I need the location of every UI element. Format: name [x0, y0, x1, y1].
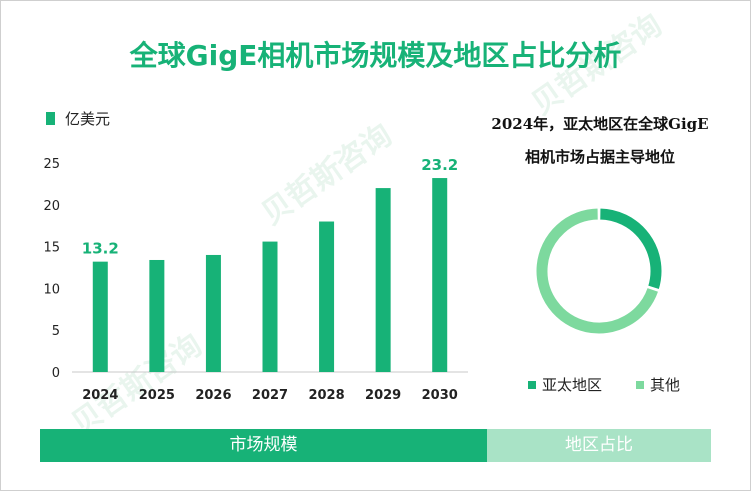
y-tick-label: 20	[43, 199, 60, 214]
donut-slice-0	[599, 207, 663, 291]
pie-title-line2: 相机市场占据主导地位	[524, 148, 675, 166]
x-tick-label: 2030	[422, 388, 458, 403]
data-label: 13.2	[82, 240, 119, 258]
bar-2030	[432, 178, 448, 372]
bar-2026	[205, 254, 221, 372]
pie-legend-label: 亚太地区	[542, 376, 603, 394]
y-tick-label: 5	[52, 324, 60, 339]
bar-2024	[92, 261, 108, 372]
pie-legend-item-apac: 亚太地区	[528, 374, 602, 395]
x-tick-label: 2026	[195, 388, 231, 403]
x-tick-label: 2025	[139, 388, 175, 403]
y-tick-label: 0	[52, 366, 60, 381]
bar-2027	[262, 241, 278, 372]
x-tick-label: 2028	[308, 388, 344, 403]
pie-legend-item-other: 其他	[636, 374, 680, 395]
data-label: 23.2	[421, 156, 458, 174]
pie-legend-swatch	[636, 380, 644, 389]
x-tick-label: 2027	[252, 388, 288, 403]
pie-legend-label: 其他	[650, 376, 681, 394]
tab-region-share: 地区占比	[487, 429, 711, 462]
bar-2029	[375, 188, 391, 372]
bar-legend-swatch	[46, 112, 55, 125]
page-title: 全球GigE相机市场规模及地区占比分析	[129, 39, 622, 72]
bar-2025	[149, 259, 165, 372]
bar-2028	[319, 221, 335, 372]
bar-legend-label: 亿美元	[65, 110, 111, 128]
pie-legend-swatch	[528, 380, 536, 389]
bar-legend: 亿美元	[46, 108, 110, 129]
y-tick-label: 15	[43, 241, 60, 256]
pie-title-line1: 2024年，亚太地区在全球GigE	[491, 115, 709, 133]
y-tick-label: 25	[43, 157, 60, 172]
tab-market-size: 市场规模	[40, 429, 487, 462]
y-tick-label: 10	[43, 282, 60, 297]
x-tick-label: 2024	[82, 388, 118, 403]
x-tick-label: 2029	[365, 388, 401, 403]
donut-slice-1	[535, 207, 660, 335]
